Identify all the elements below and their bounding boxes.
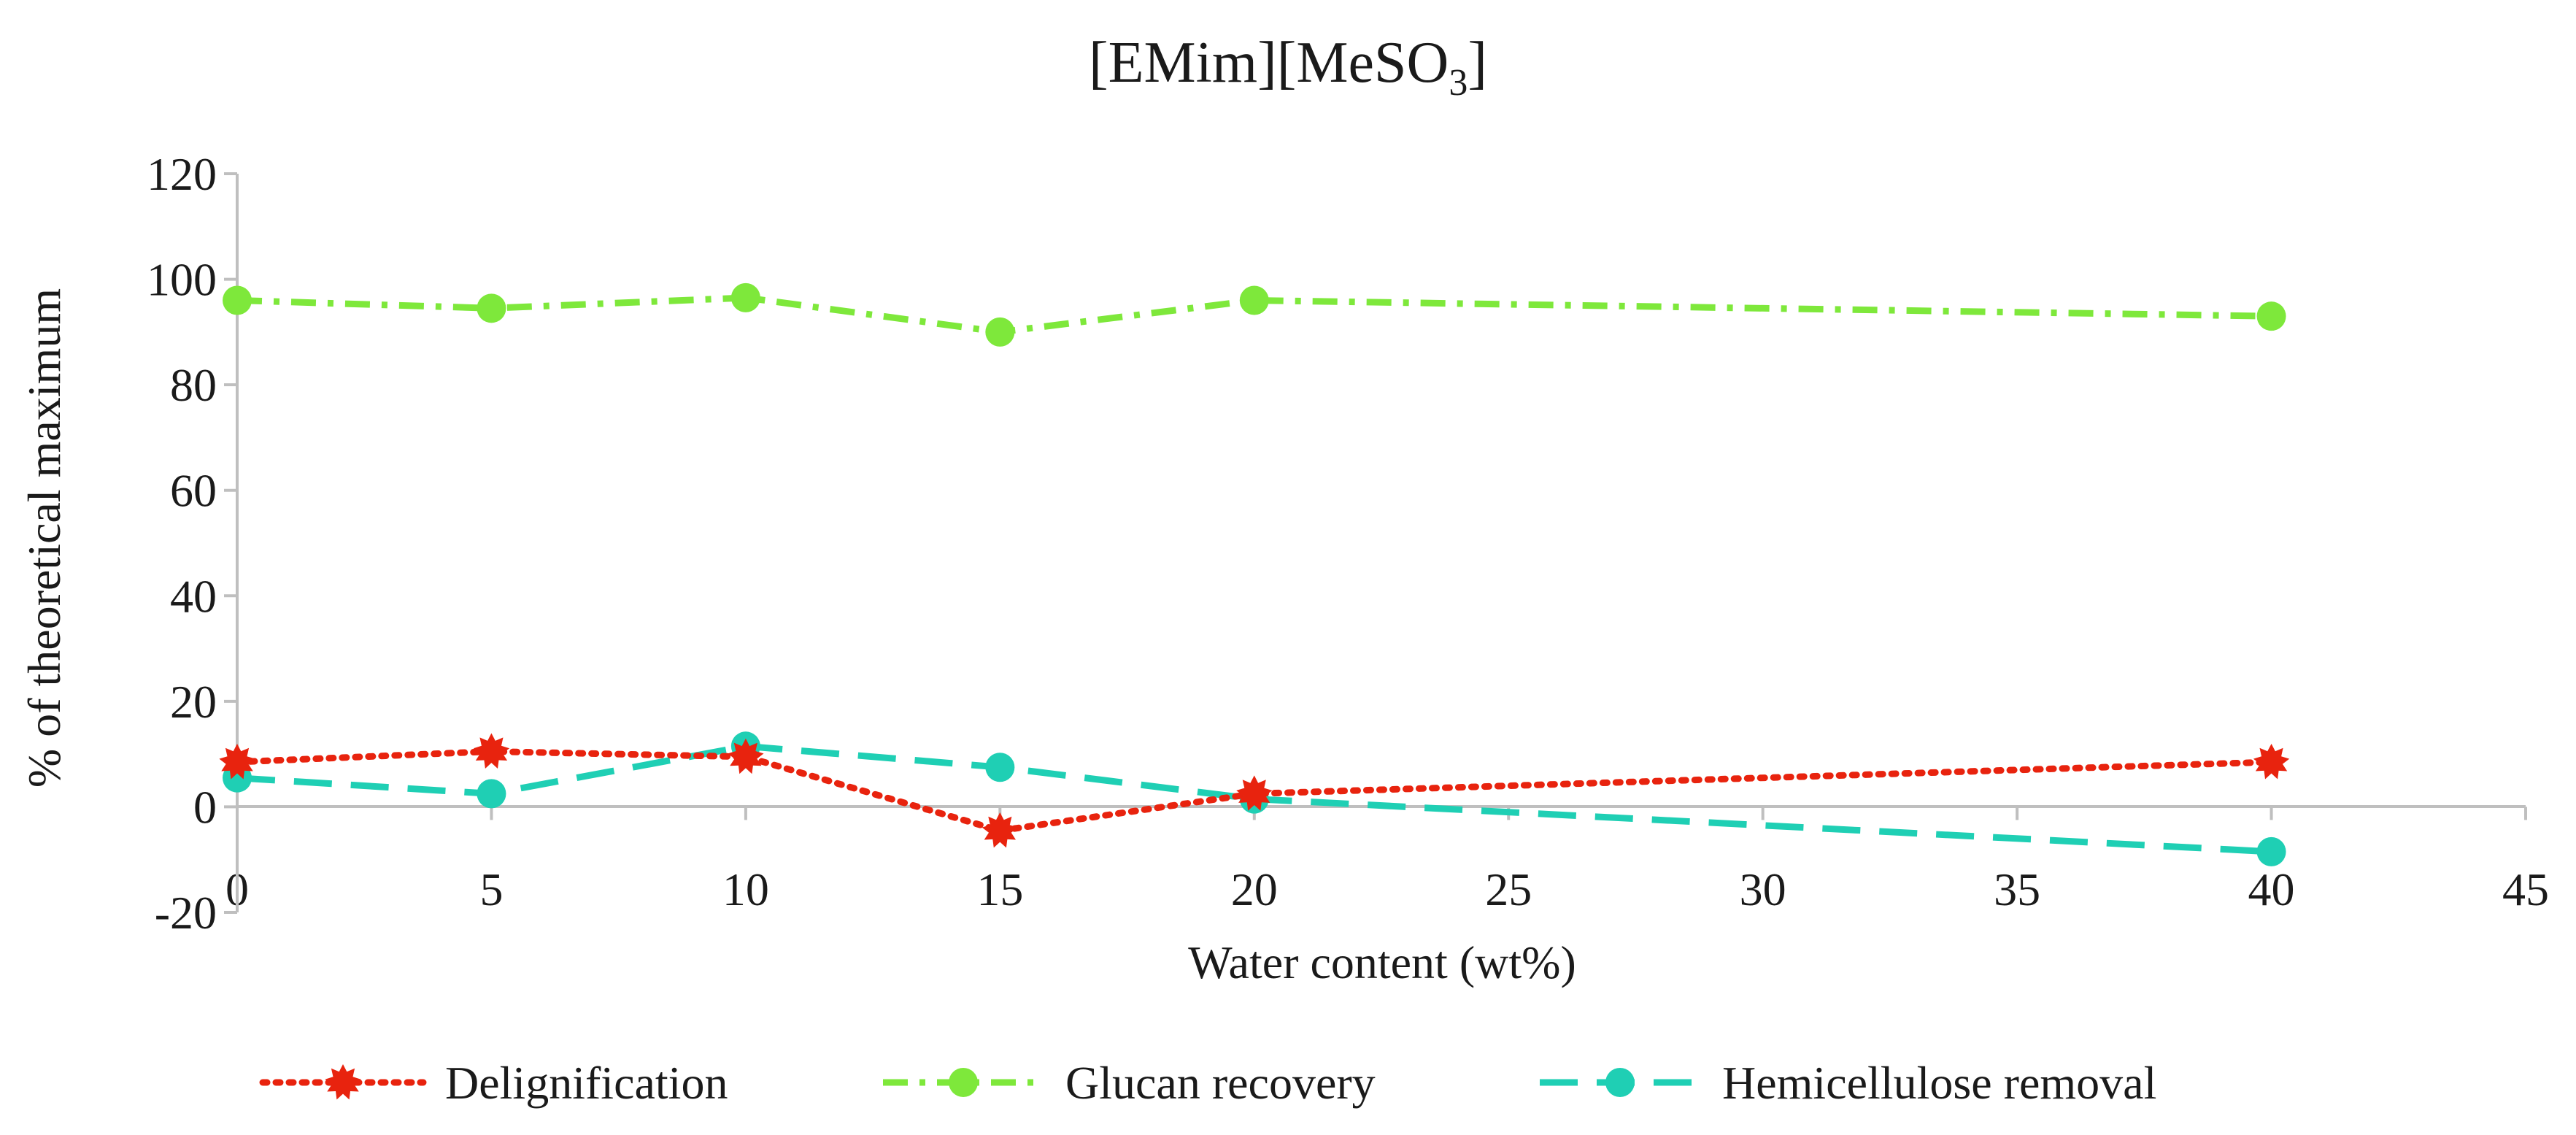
x-tick-label: 10 <box>722 863 769 915</box>
chart-title: [EMim][MeSO3] <box>1089 31 1487 104</box>
series-glucan-recovery <box>223 282 2286 347</box>
x-tick-label: 25 <box>1485 863 1532 915</box>
y-axis-title: % of theoretical maximum <box>18 288 70 788</box>
y-tick-label: -20 <box>155 887 217 939</box>
legend-item: Glucan recovery <box>883 1057 1376 1109</box>
legend-label: Hemicellulose removal <box>1722 1057 2156 1109</box>
series-layer <box>219 282 2290 866</box>
data-point <box>985 753 1015 782</box>
legend: Delignification Glucan recovery Hemicellul… <box>259 1057 2156 1109</box>
series-line <box>236 294 2272 336</box>
y-tick-label: 80 <box>170 359 217 411</box>
legend-marker <box>1605 1068 1635 1097</box>
x-tick-label: 45 <box>2502 863 2549 915</box>
data-point <box>730 282 760 312</box>
chart-title-subscript: 3 <box>1449 62 1468 104</box>
data-point <box>982 812 1018 848</box>
data-point <box>2256 301 2286 331</box>
data-point <box>728 738 764 774</box>
x-tick-label: 15 <box>976 863 1023 915</box>
data-point <box>219 744 255 780</box>
data-point <box>473 733 510 769</box>
legend-item: Hemicellulose removal <box>1540 1057 2156 1109</box>
y-tick-label: 20 <box>170 676 217 728</box>
data-point <box>1239 285 1269 315</box>
y-tick-label: 40 <box>170 570 217 622</box>
data-point <box>2253 744 2290 780</box>
data-point <box>477 779 506 809</box>
data-point <box>1236 775 1273 811</box>
x-tick-label: 20 <box>1231 863 1278 915</box>
legend-marker <box>325 1064 361 1100</box>
y-tick-label: 120 <box>147 148 217 200</box>
x-tick-label: 5 <box>479 863 503 915</box>
x-tick-label: 40 <box>2248 863 2295 915</box>
data-point <box>2256 836 2286 866</box>
y-tick-label: 100 <box>147 254 217 306</box>
legend-marker <box>949 1068 978 1097</box>
y-tick-label: 60 <box>170 465 217 517</box>
legend-label: Delignification <box>445 1057 728 1109</box>
series-line <box>236 742 2272 855</box>
y-axis-ticks: -20 0 20 40 60 80 100 120 <box>147 148 237 939</box>
data-point <box>985 317 1015 347</box>
x-tick-label: 30 <box>1740 863 1786 915</box>
x-tick-label: 35 <box>1994 863 2040 915</box>
chart-title-main: [EMim][MeSO <box>1089 31 1449 95</box>
legend-item: Delignification <box>259 1057 728 1109</box>
y-tick-label: 0 <box>193 781 217 833</box>
series-delignification <box>219 733 2290 848</box>
series-line <box>234 747 2275 834</box>
x-axis-title: Water content (wt%) <box>1188 936 1576 988</box>
data-point <box>477 293 506 323</box>
legend-label: Glucan recovery <box>1065 1057 1376 1109</box>
data-point <box>223 285 252 315</box>
chart-title-suffix: ] <box>1468 31 1487 95</box>
